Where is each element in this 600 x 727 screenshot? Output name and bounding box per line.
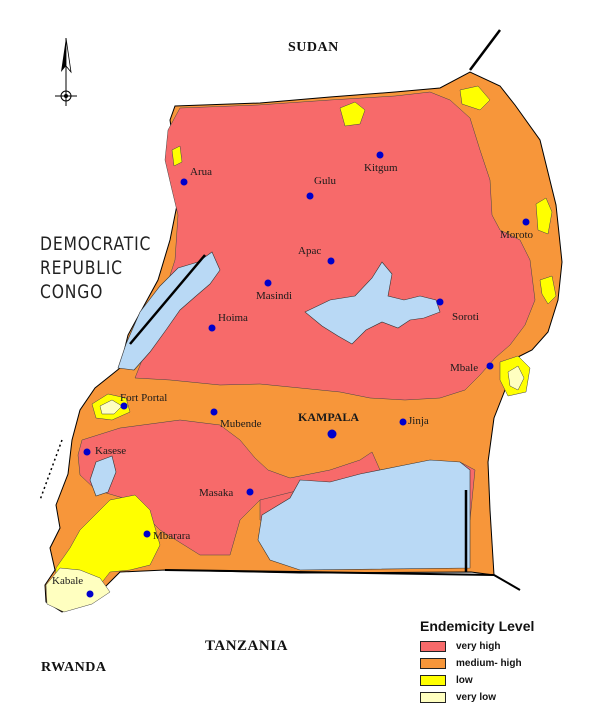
legend-item-very-low: very low [420,689,595,706]
label-arua: Arua [190,166,212,178]
label-kitgum: Kitgum [364,162,398,174]
border-drc-north [129,254,206,345]
low-zone-east [539,275,557,305]
marker-mubende [210,408,218,416]
marker-jinja [399,418,407,426]
very-low-zone-fortportal [99,399,123,415]
label-apac: Apac [298,245,321,257]
lake-kyoga [304,261,441,345]
town-markers [83,151,530,598]
label-mbarara: Mbarara [153,530,190,542]
label-mbale: Mbale [450,362,478,374]
country-label-sudan: SUDAN [288,40,339,55]
marker-masaka [246,488,254,496]
marker-kitgum [376,151,384,159]
border-kenya-ne [469,29,501,71]
legend-item-medium-high: medium- high [420,655,595,672]
low-zone-moroto [535,197,553,235]
border-drc-south [39,439,63,501]
legend-label-very-high: very high [456,641,501,652]
legend-title: Endemicity Level [420,618,535,634]
legend-swatch-very-high [420,641,446,652]
drc-line-3: CONGO [40,281,104,303]
legend-label-low: low [456,675,473,686]
legend-item-very-high: very high [420,638,595,655]
marker-arua [180,178,188,186]
label-fort-portal: Fort Portal [120,392,167,404]
marker-fort-portal [120,402,128,410]
marker-kampala [327,429,337,439]
country-label-tanzania: TANZANIA [205,638,288,654]
label-kabale: Kabale [52,575,83,587]
label-mubende: Mubende [220,418,262,430]
label-jinja: Jinja [408,415,429,427]
lake-victoria [257,459,471,571]
label-gulu: Gulu [314,175,337,187]
legend-swatch-low [420,675,446,686]
label-masaka: Masaka [199,487,233,499]
very-low-zone-mbale [507,365,525,391]
border-tanzania [164,569,495,576]
marker-moroto [522,218,530,226]
border-kenya-se [493,574,521,591]
drc-line-2: REPUBLIC [40,257,123,279]
very-low-zone-kabale [45,567,111,613]
label-kasese: Kasese [95,445,126,457]
low-zone-ne1 [339,101,366,127]
low-zone-arua [171,145,183,167]
marker-kasese [83,448,91,456]
legend-item-low: low [420,672,595,689]
very-high-zone-north [134,91,536,401]
marker-hoima [208,324,216,332]
legend-swatch-medium-high [420,658,446,669]
marker-soroti [436,298,444,306]
legend-label-very-low: very low [456,692,497,703]
lake-albert [117,251,221,371]
legend-swatch-very-low [420,692,446,703]
marker-gulu [306,192,314,200]
drc-line-1: DEMOCRATIC [40,233,152,255]
marker-apac [327,257,335,265]
legend: Endemicity Level very high medium- high … [420,618,595,706]
legend-label-medium-high: medium- high [456,658,522,669]
marker-mbarara [143,530,151,538]
marker-masindi [264,279,272,287]
label-kampala: KAMPALA [298,410,359,424]
label-moroto: Moroto [500,229,534,241]
country-label-rwanda: RWANDA [41,660,107,675]
label-hoima: Hoima [218,312,248,324]
country-label-drc: DEMOCRATIC REPUBLIC CONGO [40,232,151,304]
north-arrow-icon [55,37,77,106]
label-masindi: Masindi [256,290,292,302]
lake-edward [89,455,117,497]
low-zone-ne2 [459,85,491,111]
label-soroti: Soroti [452,311,479,323]
marker-mbale [486,362,494,370]
marker-kabale [86,590,94,598]
